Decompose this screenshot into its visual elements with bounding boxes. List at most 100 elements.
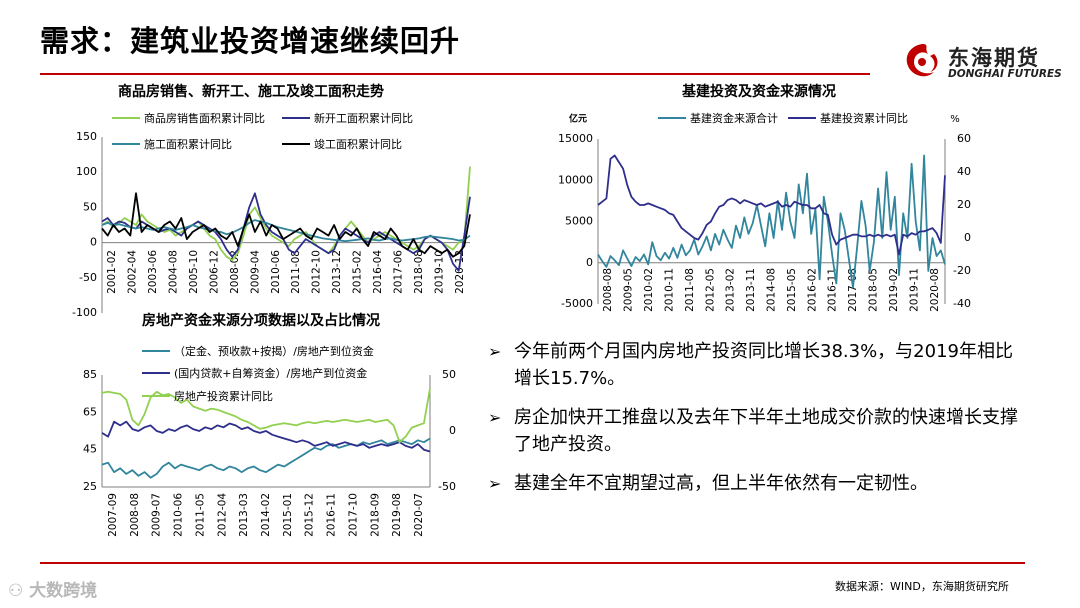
legend-swatch [142, 395, 170, 397]
housing-y-tick-label: 100 [76, 165, 97, 178]
legend-swatch [112, 117, 140, 119]
arrow-bullet-icon: ➢ [488, 408, 502, 427]
infra-x-tick-label: 2015-05 [786, 268, 798, 312]
arrow-bullet-icon: ➢ [488, 474, 502, 493]
footer-divider [40, 562, 1025, 564]
infra-chart-title: 基建投资及资金来源情况 [682, 84, 836, 100]
bullet-text: 房企加快开工推盘以及去年下半年土地成交价款的快速增长支撑了地产投资。 [514, 407, 1018, 455]
legend-label: (国内贷款+自筹资金）/房地产到位资金 [174, 367, 368, 380]
infra-x-tick-label: 2016-02 [806, 268, 818, 312]
housing-x-tick-label: 2009-04 [249, 250, 261, 294]
funds-y-tick-label: 25 [83, 480, 97, 493]
infra-series-1-line [597, 154, 946, 256]
funds-x-tick-label: 2018-09 [369, 493, 381, 537]
housing-y-tick-label: 50 [83, 200, 97, 213]
infra-x-tick-label: 2019-11 [908, 268, 920, 312]
infra-y-tick-label: 0 [586, 256, 593, 269]
infra-y-tick-label: 5000 [565, 215, 593, 228]
funds-x-tick-label: 2007-09 [107, 493, 119, 537]
funds-x-tick-label: 2013-03 [238, 493, 250, 537]
legend-swatch [282, 143, 310, 145]
bullet-text: 基建全年不宜期望过高，但上半年依然有一定韧性。 [514, 473, 928, 494]
housing-chart-title: 商品房销售、新开工、施工及竣工面积走势 [118, 84, 384, 100]
infra-x-tick-label: 2009-05 [623, 268, 635, 312]
funds-y-tick-label: 65 [83, 405, 97, 418]
infra-legend-investment: 基建投资累计同比 [788, 110, 908, 126]
legend-label: 基建资金来源合计 [690, 112, 778, 125]
bullet-text: 今年前两个月国内房地产投资同比增长38.3%，与2019年相比增长15.7%。 [514, 341, 1013, 389]
legend-swatch [658, 117, 686, 119]
funds-x-tick-label: 2014-02 [260, 493, 272, 537]
housing-x-tick-label: 2013-12 [331, 250, 343, 294]
housing-x-tick-label: 2017-06 [392, 250, 404, 294]
company-logo: 东海期货 DONGHAI FUTURES [900, 40, 1062, 88]
housing-x-tick-label: 2018-08 [413, 250, 425, 294]
housing-x-tick-label: 2019-10 [433, 250, 445, 294]
infra-legend-funding: 基建资金来源合计 [658, 110, 778, 126]
housing-legend-sales: 商品房销售面积累计同比 [112, 110, 265, 126]
infra-right-unit: % [950, 114, 960, 125]
housing-x-tick-label: 2001-02 [106, 250, 118, 294]
watermark-logo-icon: ⚇ [8, 581, 30, 601]
legend-swatch [142, 372, 170, 374]
infra-y-tick-label: 10000 [558, 173, 593, 186]
infra-y-right-tick-label: -40 [953, 297, 971, 310]
housing-x-tick-label: 2015-02 [352, 250, 364, 294]
legend-label: 商品房销售面积累计同比 [144, 112, 265, 125]
funds-x-tick-label: 2010-06 [173, 493, 185, 537]
legend-label: （定金、预收款+按揭）/房地产到位资金 [174, 345, 374, 358]
funds-chart-title: 房地产资金来源分项数据以及占比情况 [142, 313, 380, 329]
funds-series-0-line [101, 437, 431, 479]
housing-x-tick-label: 2011-08 [290, 250, 302, 294]
funds-x-tick-label: 2017-10 [347, 493, 359, 537]
legend-label: 基建投资累计同比 [820, 112, 908, 125]
logo-name-cn: 东海期货 [948, 46, 1040, 70]
funds-y-tick-label: 85 [83, 368, 97, 381]
funds-y-right-tick-label: 50 [442, 368, 456, 381]
infra-y-right-tick-label: 20 [957, 198, 971, 211]
housing-x-tick-label: 2005-10 [188, 250, 200, 294]
housing-y-tick-label: -50 [79, 271, 97, 284]
infra-series-0-line [597, 154, 946, 289]
infra-x-tick-label: 2010-11 [663, 268, 675, 312]
infra-x-tick-label: 2013-11 [745, 268, 757, 312]
infra-x-tick-label: 2018-05 [868, 268, 880, 312]
infra-x-tick-label: 2017-08 [847, 268, 859, 312]
housing-x-tick-label: 2004-08 [168, 250, 180, 294]
infra-x-tick-label: 2011-08 [684, 268, 696, 312]
housing-x-tick-label: 2003-06 [147, 250, 159, 294]
data-source: 数据来源：WIND，东海期货研究所 [835, 580, 1009, 593]
legend-swatch [282, 117, 310, 119]
housing-x-tick-label: 2020-12 [454, 250, 466, 294]
legend-label: 施工面积累计同比 [144, 138, 232, 151]
infra-left-unit: 亿元 [569, 113, 587, 125]
infra-y-right-tick-label: -20 [953, 264, 971, 277]
bullet-item: ➢ 房企加快开工推盘以及去年下半年土地成交价款的快速增长支撑了地产投资。 [488, 404, 1018, 458]
infra-x-tick-label: 2020-08 [929, 268, 941, 312]
housing-x-tick-label: 2006-12 [208, 250, 220, 294]
housing-series-3-line [101, 192, 471, 258]
funds-y-right-tick-label: -50 [438, 480, 456, 493]
funds-x-tick-label: 2011-05 [194, 493, 206, 537]
infra-y-right-tick-label: 40 [957, 165, 971, 178]
funds-x-tick-label: 2008-08 [129, 493, 141, 537]
housing-y-tick-label: 0 [90, 236, 97, 249]
funds-series-2-line [101, 388, 431, 444]
funds-series-1-line [101, 420, 431, 453]
funds-x-tick-label: 2019-08 [391, 493, 403, 537]
bullet-item: ➢ 今年前两个月国内房地产投资同比增长38.3%，与2019年相比增长15.7%… [488, 338, 1018, 392]
legend-label: 竣工面积累计同比 [314, 138, 402, 151]
legend-label: 新开工面积累计同比 [314, 112, 413, 125]
funds-legend-presale: （定金、预收款+按揭）/房地产到位资金 [142, 343, 374, 359]
watermark: ⚇ 大数跨境 [8, 576, 97, 601]
infra-x-tick-label: 2014-08 [766, 268, 778, 312]
infra-x-tick-label: 2012-05 [704, 268, 716, 312]
funds-x-tick-label: 2012-04 [216, 493, 228, 537]
logo-emblem-icon [906, 44, 938, 77]
funds-x-tick-label: 2016-11 [326, 493, 338, 537]
infra-x-tick-label: 2013-02 [725, 268, 737, 312]
funds-x-tick-label: 2015-12 [304, 493, 316, 537]
infra-x-tick-label: 2019-02 [888, 268, 900, 312]
funds-y-right-tick-label: 0 [449, 424, 456, 437]
housing-x-tick-label: 2002-04 [127, 250, 139, 294]
